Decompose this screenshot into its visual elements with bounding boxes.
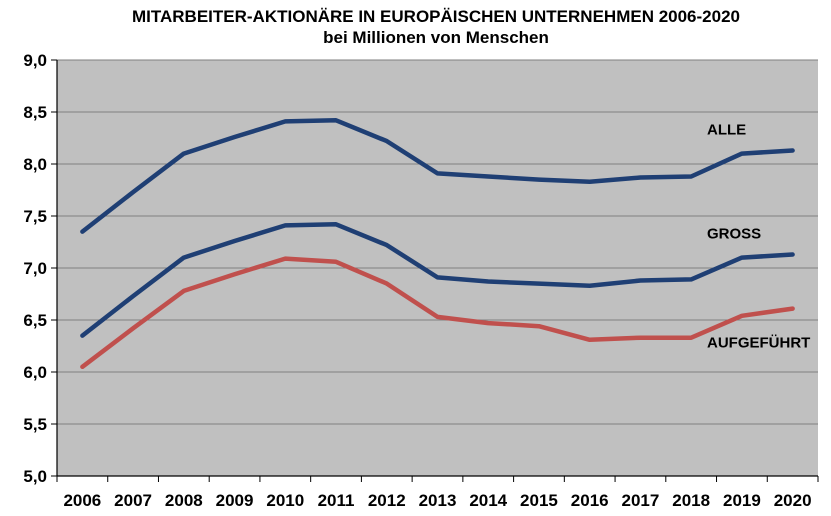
x-tick-label: 2017 bbox=[622, 491, 660, 510]
x-tick-label: 2009 bbox=[216, 491, 254, 510]
x-tick-label: 2012 bbox=[368, 491, 406, 510]
series-label: ALLE bbox=[707, 121, 746, 138]
y-tick-label: 7,5 bbox=[23, 207, 47, 226]
x-tick-label: 2011 bbox=[318, 491, 355, 510]
x-tick-label: 2020 bbox=[774, 491, 812, 510]
series-lines bbox=[80, 118, 795, 370]
y-tick-label: 7,0 bbox=[23, 259, 47, 278]
x-tick-label: 2007 bbox=[114, 491, 152, 510]
y-tick-label: 8,0 bbox=[23, 155, 47, 174]
series-label: GROSS bbox=[707, 225, 761, 242]
series-line bbox=[80, 222, 795, 338]
y-tick-label: 5,5 bbox=[23, 415, 47, 434]
chart-subtitle: bei Millionen von Menschen bbox=[323, 28, 549, 47]
x-tick-label: 2018 bbox=[672, 491, 710, 510]
x-tick-label: 2008 bbox=[165, 491, 203, 510]
y-tick-label: 9,0 bbox=[23, 51, 47, 70]
series-line bbox=[80, 256, 795, 370]
x-tick-label: 2013 bbox=[419, 491, 457, 510]
y-tick-label: 6,0 bbox=[23, 363, 47, 382]
x-tick-label: 2016 bbox=[571, 491, 609, 510]
y-tick-label: 8,5 bbox=[23, 103, 47, 122]
y-tick-label: 6,5 bbox=[23, 311, 47, 330]
y-tick-label: 5,0 bbox=[23, 467, 47, 486]
series-label: AUFGEFÜHRT bbox=[707, 335, 810, 352]
x-tick-label: 2006 bbox=[63, 491, 101, 510]
x-tick-label: 2019 bbox=[723, 491, 761, 510]
gridlines bbox=[57, 59, 818, 425]
x-tick-label: 2014 bbox=[469, 491, 507, 510]
x-tick-label: 2015 bbox=[520, 491, 558, 510]
series-labels: ALLE GROSS AUFGEFÜHRT bbox=[707, 121, 810, 351]
x-tick-label: 2010 bbox=[266, 491, 304, 510]
series-line bbox=[80, 118, 795, 234]
chart-title: MITARBEITER-AKTIONÄRE IN EUROPÄISCHEN UN… bbox=[132, 7, 740, 26]
axes: 5,0 5,5 6,0 6,5 7,0 7,5 8,0 8,5 9,0 2006 2007 2008 2… bbox=[23, 51, 819, 510]
